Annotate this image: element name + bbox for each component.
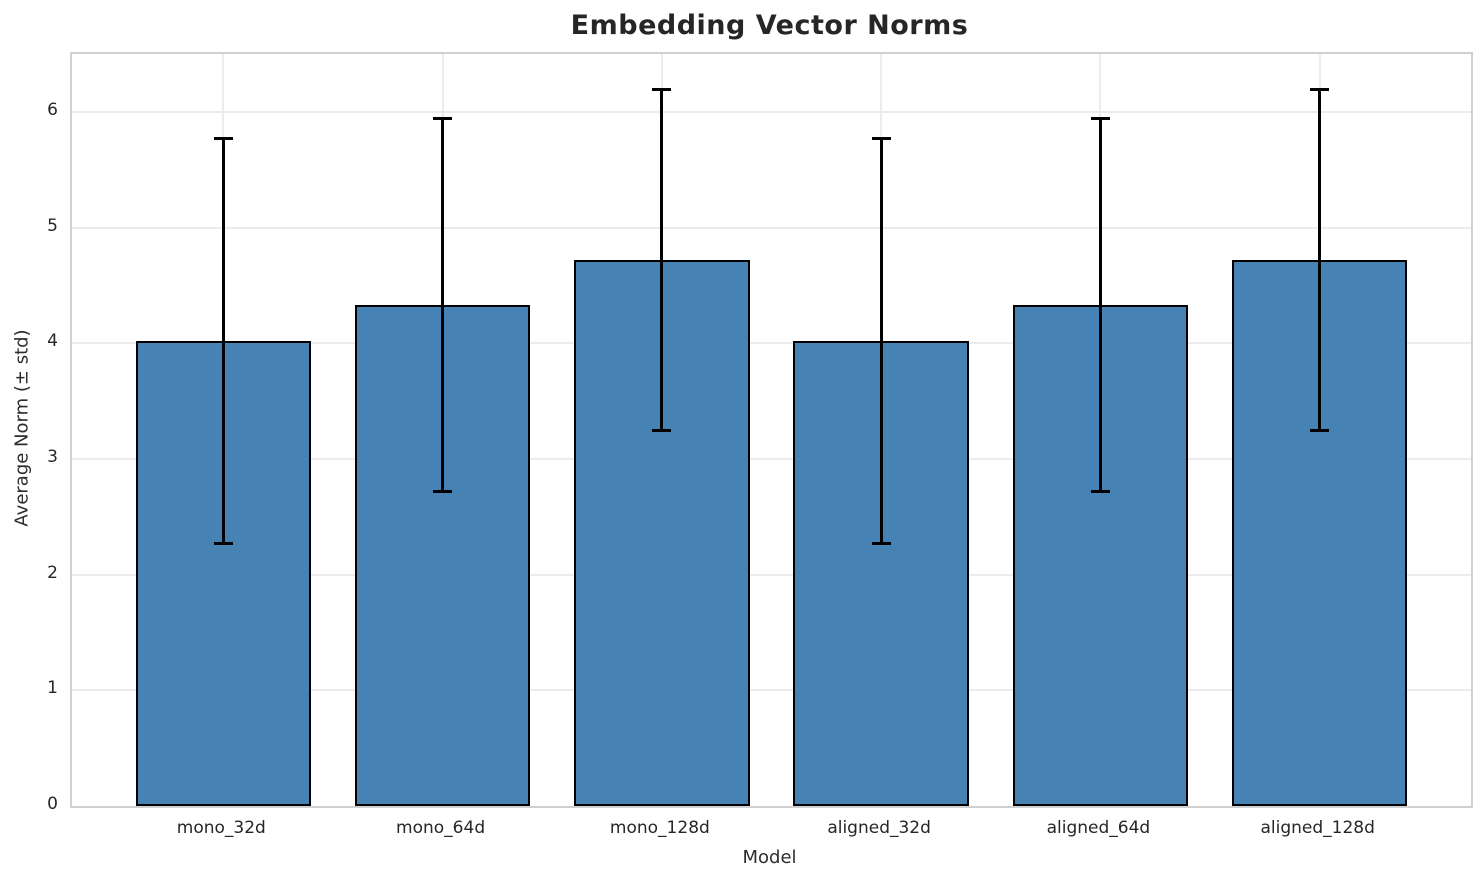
x-tick-label: mono_64d <box>396 818 486 838</box>
error-bar-cap <box>652 88 672 92</box>
x-tick-label: aligned_128d <box>1260 818 1375 838</box>
y-gridline <box>72 226 1471 229</box>
error-bar <box>221 138 225 544</box>
y-tick-label: 1 <box>47 678 58 699</box>
error-bar-cap <box>1310 428 1330 432</box>
y-tick-label: 6 <box>47 99 58 120</box>
error-bar-cap <box>1090 489 1110 493</box>
error-bar <box>441 118 445 492</box>
error-bar-cap <box>433 489 453 493</box>
error-bar <box>1318 89 1322 430</box>
y-tick-label: 2 <box>47 562 58 583</box>
x-tick-label: aligned_64d <box>1046 818 1151 838</box>
chart-title: Embedding Vector Norms <box>570 10 969 41</box>
error-bar-cap <box>213 541 233 545</box>
error-bar-cap <box>871 136 891 140</box>
error-bar-cap <box>871 541 891 545</box>
x-axis-label: Model <box>742 847 797 868</box>
y-axis-label: Average Norm (± std) <box>11 329 33 527</box>
y-gridline <box>72 573 1471 576</box>
error-bar-cap <box>433 117 453 121</box>
y-gridline <box>72 110 1471 113</box>
y-tick-label: 0 <box>47 794 58 814</box>
error-bar-cap <box>1310 88 1330 92</box>
error-bar <box>660 89 664 430</box>
y-tick-label: 5 <box>47 215 58 236</box>
plot-area <box>70 52 1473 808</box>
x-tick-label: aligned_32d <box>827 818 931 838</box>
y-tick-label: 4 <box>47 331 58 352</box>
error-bar-cap <box>1090 117 1110 121</box>
x-tick-label: mono_128d <box>609 818 710 838</box>
error-bar-cap <box>652 428 672 432</box>
y-gridline <box>72 457 1471 460</box>
error-bar <box>879 138 883 544</box>
y-tick-label: 3 <box>47 446 58 467</box>
y-gridline <box>72 342 1471 345</box>
error-bar-cap <box>213 136 233 140</box>
error-bar <box>1098 118 1102 492</box>
x-tick-label: mono_32d <box>176 818 266 838</box>
y-gridline <box>72 689 1471 692</box>
